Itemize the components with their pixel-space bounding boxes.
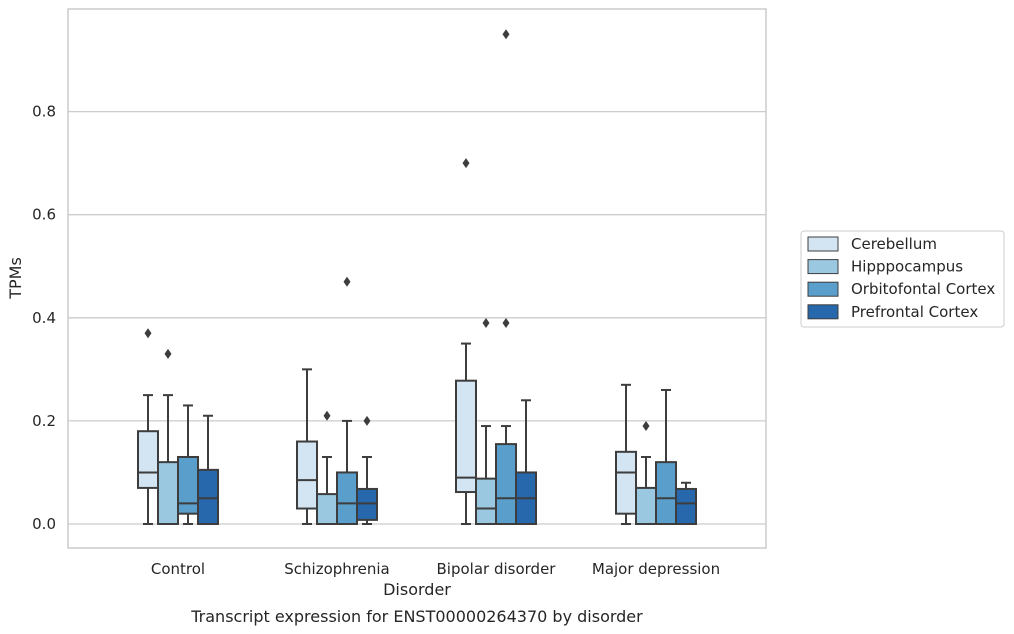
box-body	[455, 379, 477, 494]
box-body	[197, 468, 219, 525]
box-cerebellum	[137, 328, 159, 525]
outlier-point	[482, 317, 490, 328]
box-body	[177, 455, 199, 515]
outlier-point	[462, 158, 470, 169]
x-axis-ticks: Control Schizophrenia Bipolar disorder Majo…	[151, 560, 720, 578]
legend-frame	[800, 230, 1005, 328]
box-prefrontal-cortex	[356, 415, 378, 525]
plot-frame	[67, 8, 767, 549]
box-body	[356, 487, 378, 521]
outlier-point	[164, 348, 172, 359]
box-prefrontal-cortex	[675, 481, 697, 526]
box-hipppocampus	[157, 348, 179, 526]
box-body	[316, 493, 338, 526]
y-tick-label: 0.2	[32, 412, 56, 430]
legend-label: Orbitofontal Cortex	[851, 280, 995, 298]
y-axis-label: TPMs	[6, 257, 25, 300]
outlier-point	[323, 410, 331, 421]
x-axis-label: Disorder	[383, 580, 451, 599]
box-body	[336, 471, 358, 526]
box-cerebellum	[455, 158, 477, 525]
box-body	[475, 477, 497, 525]
x-tick-label: Control	[151, 560, 205, 578]
y-tick-label: 0.4	[32, 309, 56, 327]
legend-swatch	[807, 236, 839, 252]
legend: Cerebellum Hipppocampus Orbitofontal Corte…	[800, 230, 1005, 328]
legend-label: Hipppocampus	[851, 258, 963, 276]
box-body	[675, 487, 697, 526]
box-body	[137, 430, 159, 489]
y-tick-label: 0.8	[32, 103, 56, 121]
box-body	[157, 461, 179, 526]
outlier-point	[502, 29, 510, 40]
outlier-point	[502, 317, 510, 328]
legend-swatch	[807, 259, 839, 275]
chart-caption: Transcript expression for ENST0000026437…	[190, 607, 643, 626]
x-tick-label: Schizophrenia	[284, 560, 389, 578]
box-prefrontal-cortex	[197, 414, 219, 525]
outlier-point	[144, 328, 152, 339]
box-body	[495, 443, 517, 525]
x-tick-label: Bipolar disorder	[437, 560, 557, 578]
x-tick-label: Major depression	[592, 560, 720, 578]
legend-label: Cerebellum	[851, 235, 937, 253]
legend-label: Prefrontal Cortex	[851, 303, 978, 321]
box-hipppocampus	[475, 317, 497, 525]
box-prefrontal-cortex	[515, 399, 537, 526]
outlier-point	[363, 415, 371, 426]
box-orbitofontal-cortex	[495, 29, 517, 525]
box-cerebellum	[615, 383, 637, 525]
box-hipppocampus	[316, 410, 338, 526]
box-body	[635, 486, 657, 526]
box-series	[137, 29, 697, 526]
box-orbitofontal-cortex	[336, 276, 358, 526]
y-tick-label: 0.6	[32, 206, 56, 224]
outlier-point	[642, 421, 650, 432]
y-axis-ticks: 0.0 0.2 0.4 0.6 0.8	[32, 103, 56, 533]
box-cerebellum	[296, 368, 318, 525]
legend-swatch	[807, 304, 839, 320]
legend-swatch	[807, 281, 839, 297]
outlier-point	[343, 276, 351, 287]
box-body	[615, 450, 637, 515]
box-body	[296, 440, 318, 510]
y-tick-label: 0.0	[32, 515, 56, 533]
box-body	[655, 461, 677, 526]
